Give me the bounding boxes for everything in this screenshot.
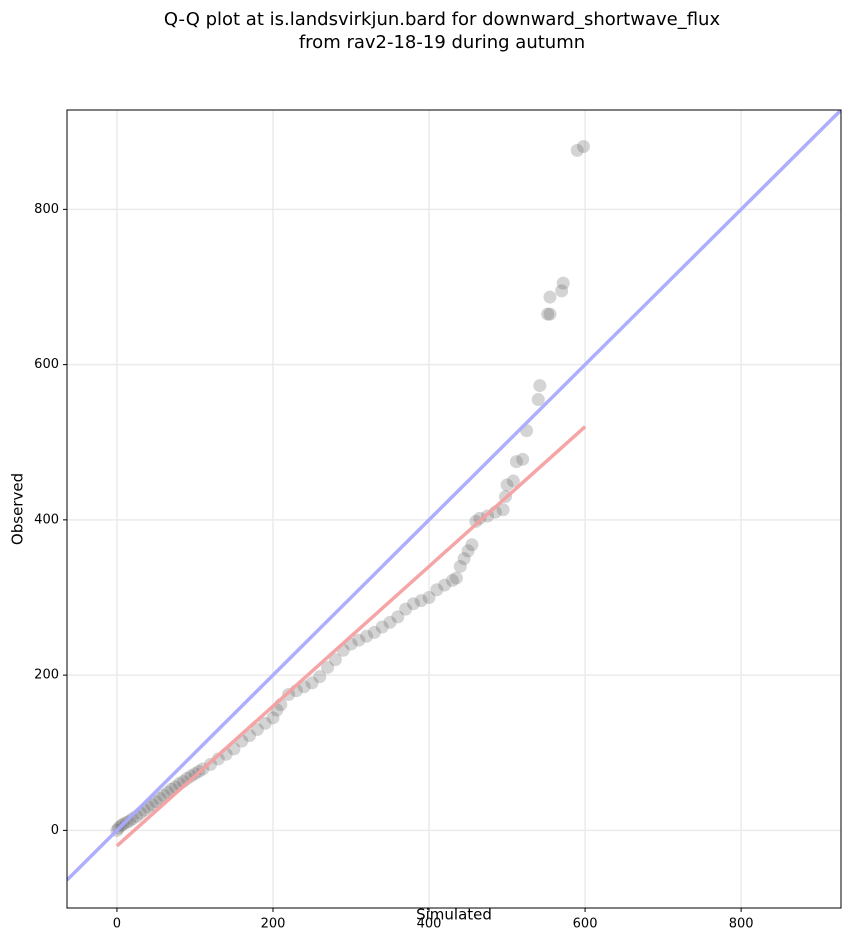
point: [126, 812, 140, 826]
point: [145, 798, 159, 812]
point: [438, 578, 452, 592]
point: [367, 625, 381, 639]
point: [556, 276, 570, 290]
point: [541, 307, 555, 321]
x-tick-label: 0: [113, 917, 121, 932]
chart-title: Q-Q plot at is.landsvirkjun.bard for dow…: [164, 9, 721, 30]
point: [328, 653, 342, 667]
point: [321, 660, 335, 674]
point: [266, 711, 280, 725]
point: [414, 594, 428, 608]
point: [352, 633, 366, 647]
chart-subtitle: from rav2-18-19 during autumn: [299, 32, 585, 53]
point: [473, 511, 487, 525]
point: [258, 716, 272, 730]
point: [422, 590, 436, 604]
y-tick-label: 800: [34, 202, 59, 217]
point: [570, 143, 584, 157]
point: [375, 620, 389, 634]
point: [461, 544, 475, 558]
x-tick-label: 800: [729, 917, 754, 932]
point: [496, 503, 510, 517]
point: [391, 610, 405, 624]
point: [533, 379, 547, 393]
point: [543, 307, 557, 321]
point: [243, 729, 257, 743]
point: [430, 583, 444, 597]
x-tick-label: 400: [417, 917, 442, 932]
point: [453, 559, 467, 573]
point: [531, 393, 545, 407]
point: [157, 788, 171, 802]
point: [399, 602, 413, 616]
point: [506, 474, 520, 488]
point: [555, 284, 569, 298]
point: [360, 629, 374, 643]
point: [153, 792, 167, 806]
point: [383, 615, 397, 629]
y-axis-label: Observed: [9, 473, 27, 545]
y-tick-label: 200: [34, 668, 59, 683]
point: [516, 452, 530, 466]
point: [469, 514, 483, 528]
reference-line: [115, 425, 587, 848]
point: [297, 680, 311, 694]
point: [184, 769, 198, 783]
reference-line: [67, 110, 841, 882]
point: [577, 139, 591, 153]
y-tick-label: 600: [34, 357, 59, 372]
x-tick-label: 600: [573, 917, 598, 932]
point: [149, 795, 163, 809]
point: [406, 597, 420, 611]
x-axis-label: Simulated: [416, 906, 492, 924]
point: [122, 814, 136, 828]
point: [445, 573, 459, 587]
y-tick-label: 0: [51, 823, 59, 838]
plot-frame: [66, 109, 842, 909]
x-tick-label: 200: [261, 917, 286, 932]
point: [305, 676, 319, 690]
point: [250, 722, 264, 736]
y-tick-label: 400: [34, 512, 59, 527]
point: [509, 455, 523, 469]
point: [543, 290, 557, 304]
point: [313, 670, 327, 684]
point: [449, 571, 463, 585]
point: [457, 552, 471, 566]
point: [465, 538, 479, 552]
plot-area: [67, 110, 841, 908]
point: [500, 478, 514, 492]
